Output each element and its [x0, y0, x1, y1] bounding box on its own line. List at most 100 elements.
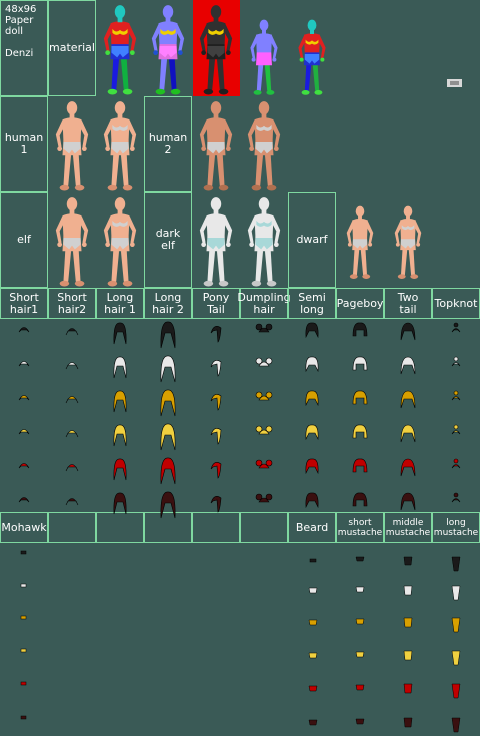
hair-long2-1	[160, 355, 176, 383]
mohawk-4	[20, 681, 27, 686]
facial-label-6: Beard	[288, 512, 336, 543]
hair-semi-2	[305, 390, 319, 407]
hair-long-2	[113, 390, 127, 413]
hair-short2-5	[65, 498, 79, 506]
hair-label-5: Dumpling hair	[237, 288, 291, 319]
middle-mustache-3	[403, 650, 413, 661]
middle-mustache-0	[403, 556, 413, 566]
middle-mustache-2	[403, 617, 413, 628]
material-doll-black	[199, 5, 233, 95]
mohawk-0	[20, 550, 27, 555]
hair-short2-4	[65, 464, 79, 472]
hair-label-6: Semi long	[288, 288, 336, 319]
beard-5	[308, 719, 318, 726]
beard-4	[308, 685, 318, 692]
hair-short-5	[18, 497, 30, 503]
hair-top-3	[451, 424, 461, 435]
label-human1: human 1	[0, 96, 48, 192]
facial-label-4	[192, 512, 240, 543]
hair-label-8: Two tail	[384, 288, 432, 319]
hair-label-2: Long hair 1	[96, 288, 144, 319]
elf-male	[55, 197, 89, 287]
short-mustache-0	[355, 556, 365, 562]
hair-twin-1	[400, 356, 416, 375]
label-dwarf: dwarf	[288, 192, 336, 288]
middle-mustache-5	[403, 717, 413, 728]
hair-short2-1	[65, 362, 79, 370]
hair-long2-4	[160, 457, 176, 485]
hair-page-5	[352, 492, 368, 507]
hair-short-0	[18, 327, 30, 333]
hair-pony-1	[210, 360, 222, 377]
hair-long-4	[113, 458, 127, 481]
facial-label-7: short mustache	[336, 512, 384, 543]
hair-pony-0	[210, 326, 222, 343]
material-doll-dwarf-blue	[250, 19, 278, 95]
long-mustache-3	[451, 650, 461, 666]
hair-short2-3	[65, 430, 79, 438]
hair-long2-3	[160, 423, 176, 451]
hair-label-3: Long hair 2	[144, 288, 192, 319]
middle-mustache-1	[403, 585, 413, 596]
hair-long-3	[113, 424, 127, 447]
facial-label-5	[240, 512, 288, 543]
label-elf: elf	[0, 192, 48, 288]
hair-label-1: Short hair2	[48, 288, 96, 319]
facial-label-3	[144, 512, 192, 543]
long-mustache-5	[451, 717, 461, 733]
sheet-title: 48x96 Paper doll Denzi	[0, 0, 48, 96]
short-mustache-3	[355, 651, 365, 658]
hair-label-4: Pony Tail	[192, 288, 240, 319]
hair-page-1	[352, 356, 368, 371]
hair-dumpling-0	[255, 323, 273, 333]
hair-page-0	[352, 322, 368, 337]
hair-dumpling-1	[255, 357, 273, 367]
long-mustache-2	[451, 617, 461, 633]
hair-long-1	[113, 356, 127, 379]
beard-0	[309, 558, 317, 563]
elf-female	[103, 197, 137, 287]
hair-twin-2	[400, 390, 416, 409]
short-mustache-1	[355, 586, 365, 593]
label-material: material	[48, 0, 96, 96]
hair-top-5	[451, 492, 461, 503]
hair-semi-1	[305, 356, 319, 373]
hair-short-2	[18, 395, 30, 401]
human1-male	[55, 101, 89, 191]
hair-semi-0	[305, 322, 319, 339]
human2-female	[247, 101, 281, 191]
middle-mustache-4	[403, 683, 413, 694]
hair-long2-2	[160, 389, 176, 417]
hair-top-1	[451, 356, 461, 367]
long-mustache-1	[451, 585, 461, 601]
darkelf-female	[247, 197, 281, 287]
mohawk-2	[20, 615, 27, 620]
dwarf-male	[346, 205, 374, 279]
hair-semi-4	[305, 458, 319, 475]
hair-twin-4	[400, 458, 416, 477]
hair-pony-2	[210, 394, 222, 411]
beard-1	[308, 587, 318, 594]
hair-pony-3	[210, 428, 222, 445]
hair-dumpling-4	[255, 459, 273, 469]
hair-short2-2	[65, 396, 79, 404]
hair-top-0	[451, 322, 461, 333]
hair-label-7: Pageboy	[336, 288, 384, 319]
long-mustache-4	[451, 683, 461, 699]
facial-label-1	[48, 512, 96, 543]
hair-twin-3	[400, 424, 416, 443]
beard-3	[308, 652, 318, 659]
mohawk-1	[20, 583, 27, 588]
hair-short2-0	[65, 328, 79, 336]
hair-short-3	[18, 429, 30, 435]
material-doll-color	[103, 5, 137, 95]
hair-pony-5	[210, 496, 222, 513]
hair-short-1	[18, 361, 30, 367]
hair-long2-0	[160, 321, 176, 349]
label-darkelf: dark elf	[144, 192, 192, 288]
facial-label-8: middle mustache	[384, 512, 432, 543]
hair-semi-5	[305, 492, 319, 509]
hair-top-4	[451, 458, 461, 469]
hair-page-4	[352, 458, 368, 473]
